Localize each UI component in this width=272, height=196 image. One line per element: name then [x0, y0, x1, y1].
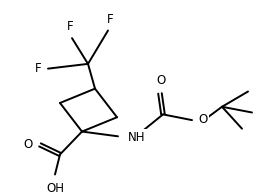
Text: F: F [34, 62, 41, 75]
Text: F: F [107, 13, 113, 26]
Text: F: F [67, 20, 73, 33]
Text: NH: NH [128, 131, 146, 144]
Text: O: O [198, 113, 207, 126]
Text: O: O [24, 138, 33, 151]
Text: OH: OH [46, 182, 64, 195]
Text: O: O [156, 74, 166, 87]
